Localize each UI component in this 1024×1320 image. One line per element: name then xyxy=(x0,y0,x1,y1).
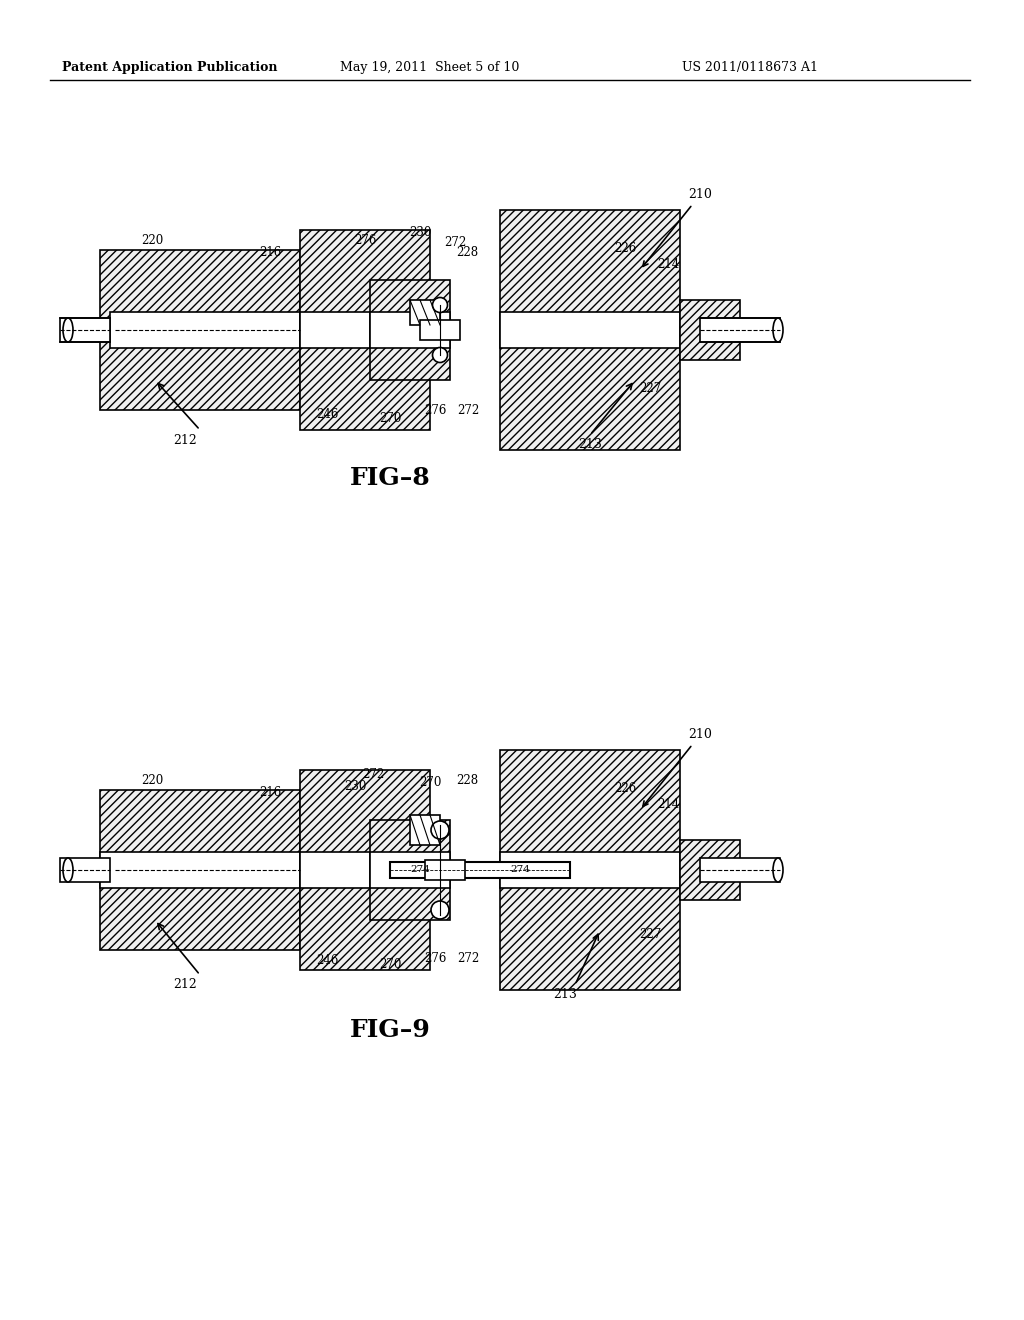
Text: 220: 220 xyxy=(141,234,163,247)
Text: US 2011/0118673 A1: US 2011/0118673 A1 xyxy=(682,62,818,74)
Text: FIG–8: FIG–8 xyxy=(349,466,430,490)
Bar xyxy=(500,750,680,990)
Text: 272: 272 xyxy=(443,235,466,248)
Text: 210: 210 xyxy=(643,189,712,267)
Text: 272: 272 xyxy=(361,768,384,781)
Text: 276: 276 xyxy=(424,404,446,417)
Bar xyxy=(370,820,450,920)
Text: 210: 210 xyxy=(643,729,712,807)
Text: 212: 212 xyxy=(173,433,197,446)
Text: 226: 226 xyxy=(613,781,636,795)
Bar xyxy=(370,312,450,348)
Text: 213: 213 xyxy=(579,438,602,451)
Text: 220: 220 xyxy=(141,774,163,787)
Bar xyxy=(300,770,430,970)
Bar xyxy=(700,858,780,882)
Text: 230: 230 xyxy=(344,780,367,793)
Text: 228: 228 xyxy=(456,247,478,260)
Text: 270: 270 xyxy=(379,412,401,425)
Text: 274: 274 xyxy=(510,866,530,874)
Text: 272: 272 xyxy=(457,952,479,965)
Text: 270: 270 xyxy=(419,776,441,789)
Bar xyxy=(300,851,430,888)
Text: 246: 246 xyxy=(315,953,338,966)
Bar xyxy=(425,861,465,880)
Text: 276: 276 xyxy=(354,234,376,247)
Bar xyxy=(300,230,430,430)
Text: 270: 270 xyxy=(379,958,401,972)
Ellipse shape xyxy=(63,858,73,882)
Bar xyxy=(110,312,300,348)
Bar xyxy=(100,789,300,950)
Bar xyxy=(390,862,570,878)
Bar xyxy=(410,300,440,325)
Text: 213: 213 xyxy=(553,989,577,1002)
Text: Patent Application Publication: Patent Application Publication xyxy=(62,62,278,74)
Bar xyxy=(60,858,110,882)
Ellipse shape xyxy=(431,902,449,919)
Text: 226: 226 xyxy=(613,242,636,255)
Text: 216: 216 xyxy=(259,785,282,799)
Bar xyxy=(500,851,680,888)
Text: 272: 272 xyxy=(457,404,479,417)
Bar xyxy=(680,840,740,900)
Ellipse shape xyxy=(773,858,783,882)
Bar xyxy=(370,280,450,380)
Bar xyxy=(370,851,450,888)
Ellipse shape xyxy=(773,318,783,342)
Text: May 19, 2011  Sheet 5 of 10: May 19, 2011 Sheet 5 of 10 xyxy=(340,62,520,74)
Ellipse shape xyxy=(63,318,73,342)
Text: 246: 246 xyxy=(315,408,338,421)
Text: 228: 228 xyxy=(456,774,478,787)
Ellipse shape xyxy=(431,821,449,840)
Bar xyxy=(700,318,780,342)
Text: 230: 230 xyxy=(409,227,431,239)
Bar xyxy=(420,319,460,341)
Ellipse shape xyxy=(432,347,447,363)
Bar xyxy=(60,318,110,342)
Bar xyxy=(500,312,680,348)
Text: 216: 216 xyxy=(259,247,282,260)
Text: 214: 214 xyxy=(656,799,679,812)
Text: 276: 276 xyxy=(424,952,446,965)
Text: 227: 227 xyxy=(639,928,662,941)
Bar xyxy=(300,312,430,348)
Bar xyxy=(680,300,740,360)
Text: 227: 227 xyxy=(639,381,662,395)
Bar xyxy=(100,851,300,888)
Bar xyxy=(100,249,300,411)
Text: 214: 214 xyxy=(656,259,679,272)
Bar xyxy=(500,210,680,450)
Text: FIG–9: FIG–9 xyxy=(349,1018,430,1041)
Text: 274: 274 xyxy=(410,866,430,874)
Ellipse shape xyxy=(432,297,447,313)
Bar xyxy=(410,814,440,845)
Text: 212: 212 xyxy=(173,978,197,991)
